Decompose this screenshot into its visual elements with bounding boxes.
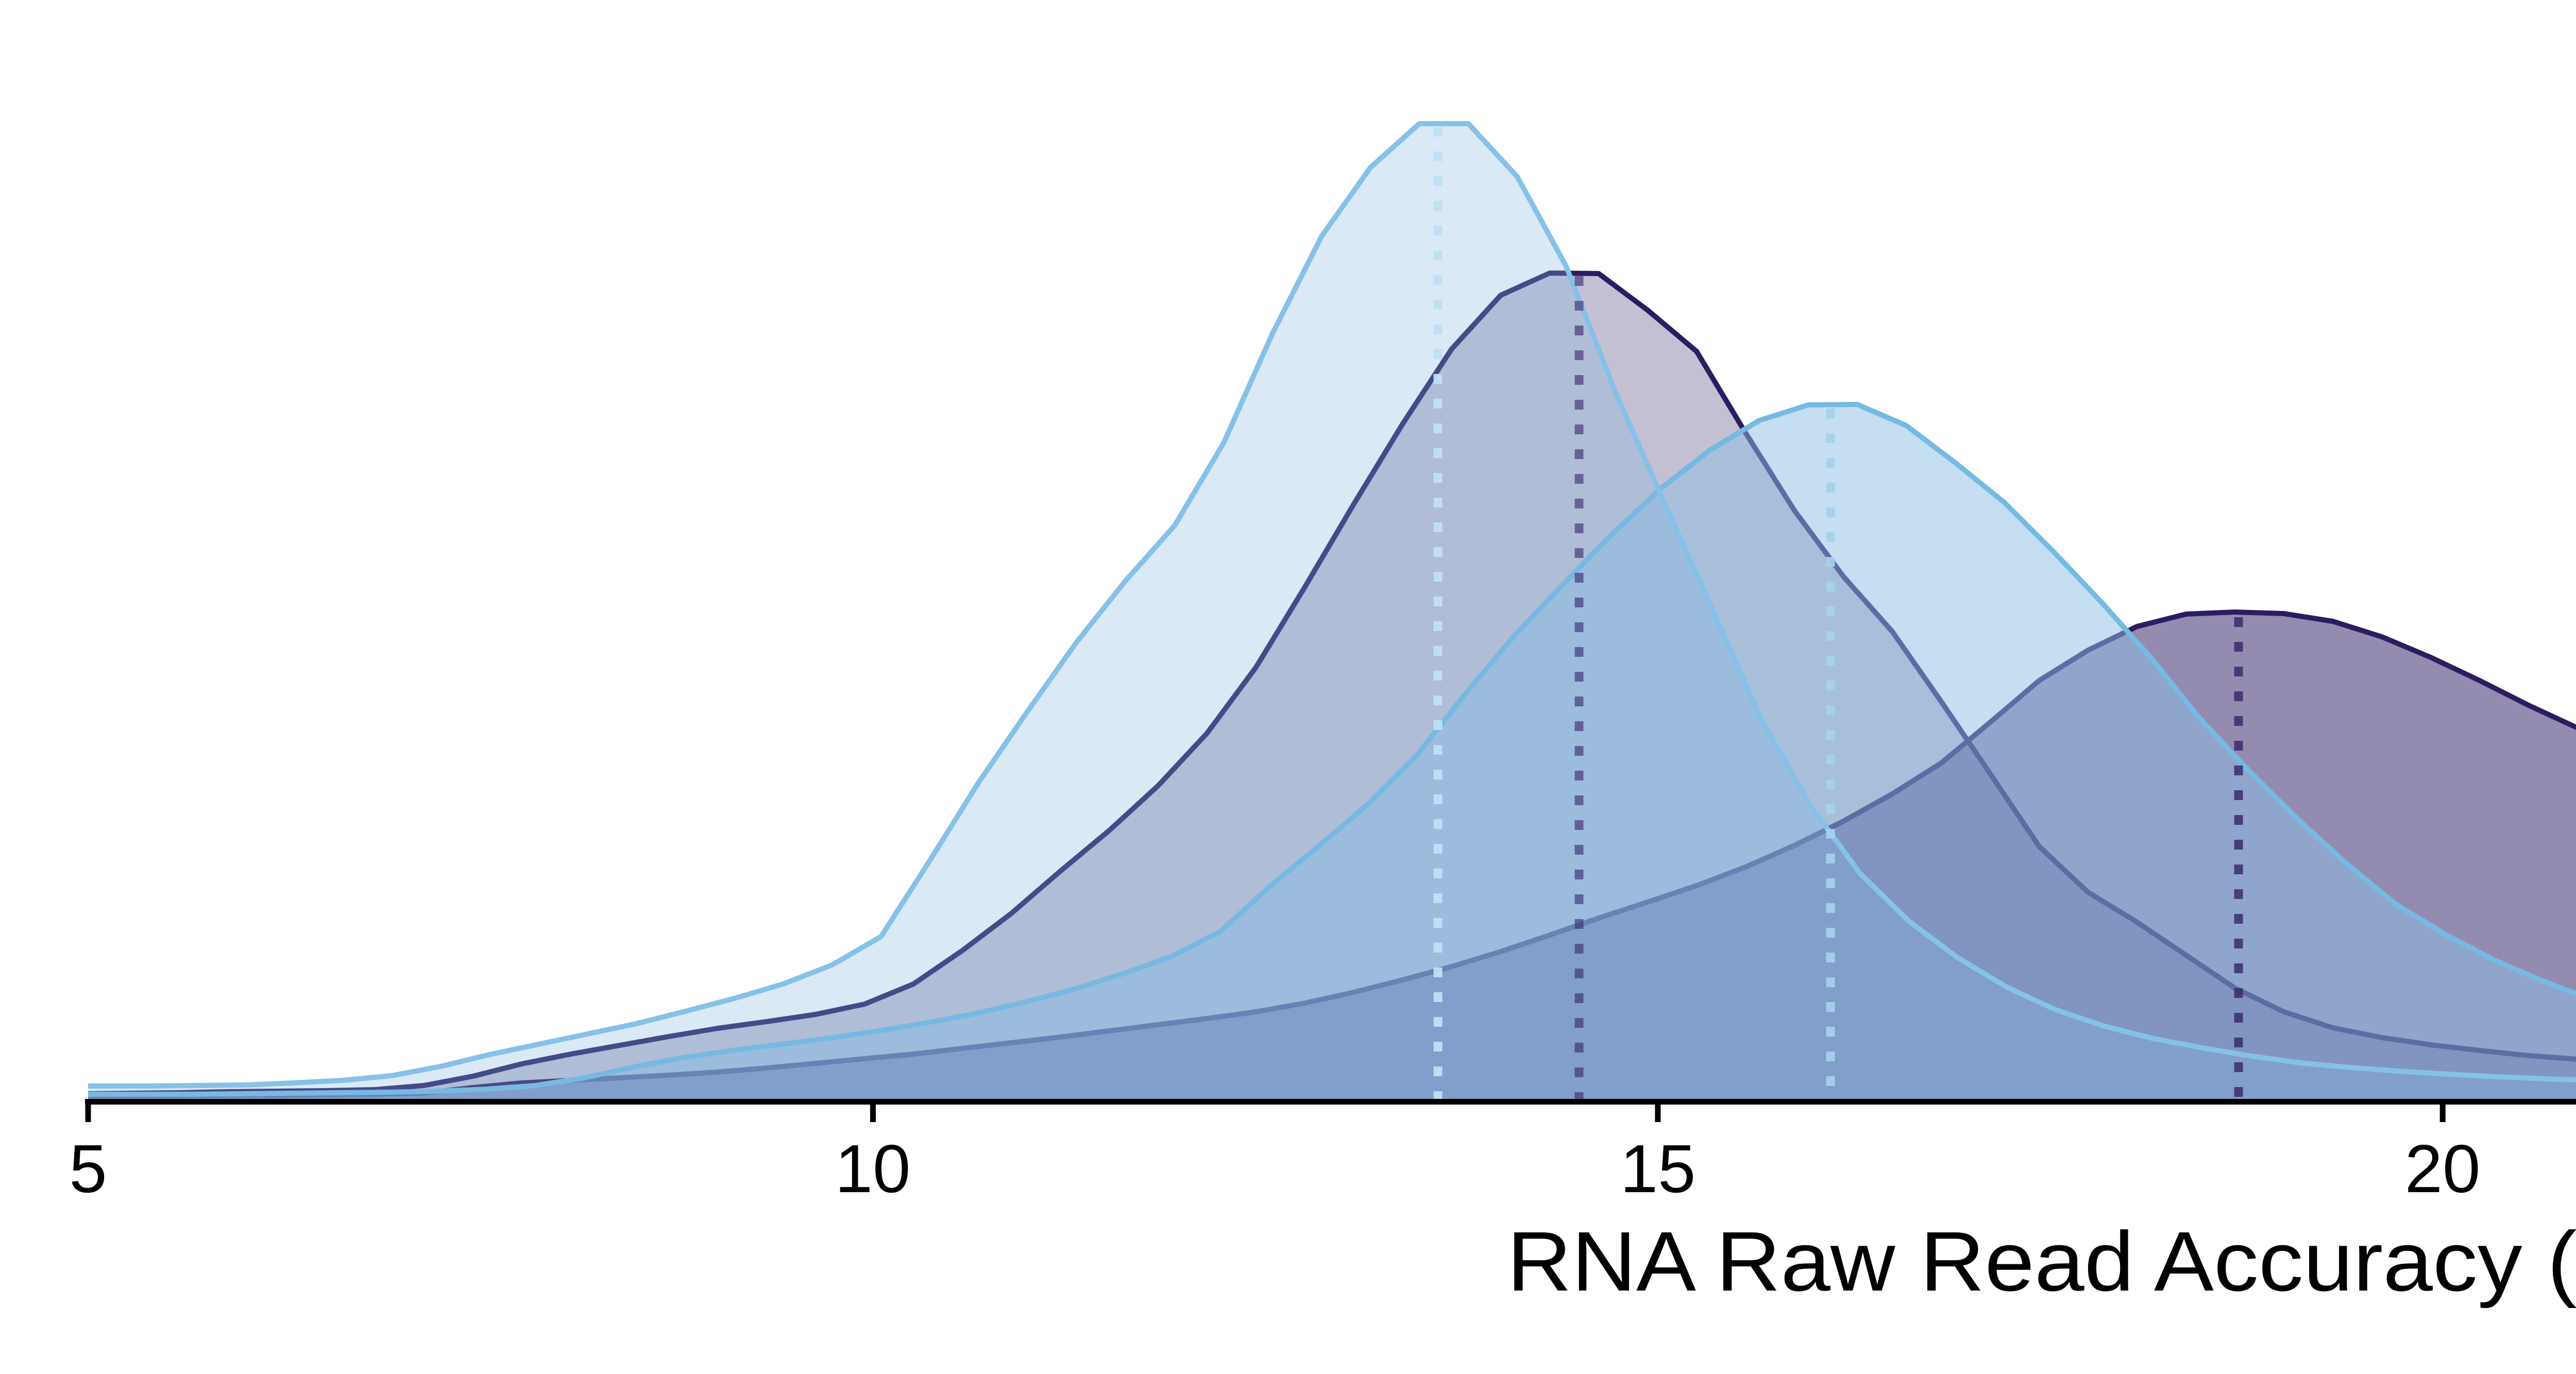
svg-text:5: 5: [69, 1131, 107, 1207]
svg-text:15: 15: [1620, 1131, 1696, 1207]
svg-text:20: 20: [2405, 1131, 2481, 1207]
svg-text:RNA Raw Read Accuracy (Q): RNA Raw Read Accuracy (Q): [1507, 1214, 2576, 1309]
svg-text:10: 10: [835, 1131, 911, 1207]
